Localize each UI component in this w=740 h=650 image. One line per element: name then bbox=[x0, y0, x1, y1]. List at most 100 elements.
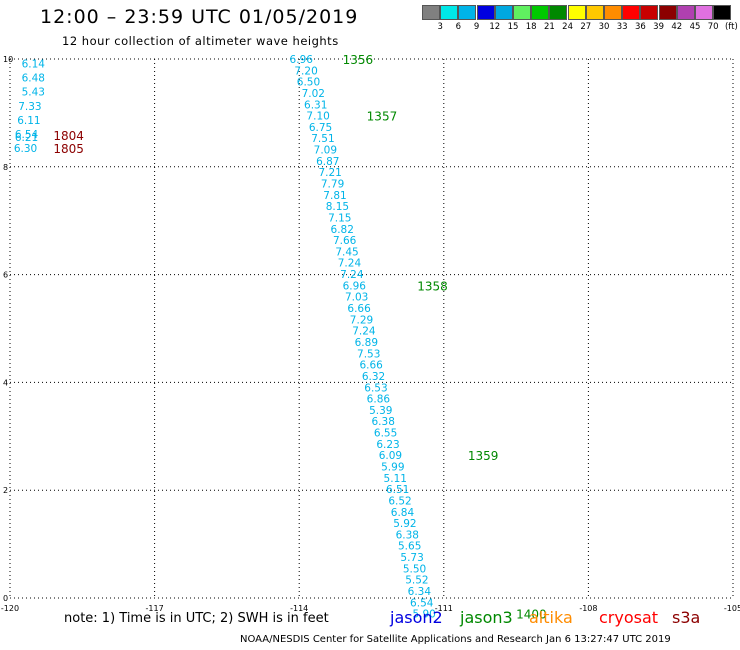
wave-height-value: 6.52 bbox=[388, 495, 411, 507]
wave-height-value: 6.34 bbox=[408, 586, 432, 598]
pass-time-label: 1804 bbox=[53, 129, 84, 143]
wave-height-value: 5.99 bbox=[381, 461, 404, 473]
legend-label: 27 bbox=[580, 22, 592, 32]
pass-time-label: 1359 bbox=[468, 449, 499, 463]
legend-label: 18 bbox=[525, 22, 537, 32]
legend-label: 12 bbox=[489, 22, 501, 32]
wave-height-value: 7.10 bbox=[306, 111, 329, 123]
y-tick-label: 6 bbox=[3, 271, 8, 280]
legend-label: 9 bbox=[473, 22, 480, 32]
wave-height-value: 6.09 bbox=[379, 450, 402, 462]
page-title: 12:00 – 23:59 UTC 01/05/2019 bbox=[40, 6, 359, 28]
wave-height-value: 7.45 bbox=[335, 246, 358, 258]
wave-height-value: 6.87 bbox=[316, 156, 339, 168]
satellite-jason3: jason3 bbox=[460, 608, 513, 627]
wave-height-value: 6.96 bbox=[343, 280, 367, 292]
legend-swatch bbox=[513, 5, 531, 20]
legend-label: 42 bbox=[671, 22, 683, 32]
legend-swatch bbox=[695, 5, 713, 20]
legend-swatch bbox=[640, 5, 659, 20]
wave-height-value: 6.66 bbox=[347, 303, 371, 315]
wave-height-value: 5.92 bbox=[393, 518, 416, 530]
wave-height-value: 5.43 bbox=[22, 86, 45, 98]
wave-height-value: 6.14 bbox=[22, 58, 46, 70]
credit-text: NOAA/NESDIS Center for Satellite Applica… bbox=[240, 634, 671, 645]
legend-label: 39 bbox=[653, 22, 664, 32]
legend-swatch bbox=[494, 5, 513, 20]
wave-height-value: 6.84 bbox=[391, 507, 415, 519]
wave-height-value: 6.96 bbox=[290, 54, 314, 66]
legend-swatch bbox=[476, 5, 495, 20]
legend-label: 6 bbox=[455, 22, 462, 32]
x-tick-label: -117 bbox=[146, 604, 164, 613]
legend-label: 70 bbox=[707, 22, 719, 32]
wave-height-value: 6.55 bbox=[374, 428, 397, 440]
wave-height-value: 5.52 bbox=[405, 575, 428, 587]
legend-label: 30 bbox=[598, 22, 610, 32]
wave-height-value: 5.39 bbox=[369, 405, 392, 417]
wave-height-value: 6.38 bbox=[372, 416, 395, 428]
wave-height-value: 6.75 bbox=[309, 122, 332, 134]
wave-height-value: 6.86 bbox=[367, 394, 391, 406]
wave-height-value: 5.11 bbox=[384, 473, 407, 485]
satellite-altika: altika bbox=[529, 608, 573, 627]
legend-label: 33 bbox=[616, 22, 628, 32]
y-tick-label: 0 bbox=[3, 594, 8, 603]
wave-height-value: 6.54 bbox=[410, 597, 434, 609]
wave-height-value: 7.24 bbox=[340, 269, 364, 281]
wave-height-value: 5.50 bbox=[403, 563, 426, 575]
wave-height-value: 6.30 bbox=[14, 143, 37, 155]
wave-height-value: 7.15 bbox=[328, 212, 351, 224]
wave-height-value: 6.53 bbox=[364, 382, 387, 394]
wave-height-value: 6.31 bbox=[304, 99, 327, 111]
y-tick-label: 8 bbox=[3, 163, 8, 172]
wave-height-value: 7.53 bbox=[357, 348, 380, 360]
legend-swatch bbox=[604, 5, 622, 20]
satellite-s3a: s3a bbox=[672, 608, 701, 627]
satellite-jason2: jason2 bbox=[390, 608, 443, 627]
legend-label: 3 bbox=[437, 22, 443, 32]
legend-swatch bbox=[676, 5, 695, 20]
map-grid bbox=[9, 58, 734, 599]
wave-height-value: 6.54 bbox=[15, 129, 39, 141]
legend-swatch bbox=[622, 5, 641, 20]
legend-label: 21 bbox=[543, 22, 555, 32]
wave-height-tracks: 6.146.485.437.336.116.546.216.306.967.20… bbox=[14, 54, 436, 621]
x-tick-label: -114 bbox=[290, 604, 308, 613]
wave-height-value: 7.03 bbox=[345, 292, 368, 304]
wave-height-value: 8.15 bbox=[326, 201, 349, 213]
x-tick-label: -105 bbox=[724, 604, 740, 613]
legend-label: 24 bbox=[562, 22, 573, 32]
pass-time-label: 1358 bbox=[417, 279, 448, 293]
x-tick-label: -111 bbox=[435, 604, 453, 613]
axis-ticks: -120 -117 -114 -111 -108 -105 0 2 4 6 8 10 bbox=[1, 55, 740, 613]
wave-height-value: 7.09 bbox=[314, 145, 337, 157]
x-tick-label: -108 bbox=[579, 604, 597, 613]
wave-height-value: 5.90 bbox=[412, 609, 435, 621]
wave-height-value: 7.33 bbox=[18, 101, 41, 113]
legend-swatch bbox=[549, 5, 568, 20]
satellite-cryosat: cryosat bbox=[599, 608, 659, 627]
legend-swatch bbox=[658, 5, 677, 20]
wave-height-value: 6.38 bbox=[396, 529, 419, 541]
wave-height-value: 6.48 bbox=[22, 72, 45, 84]
x-tick-label: -120 bbox=[1, 604, 19, 613]
wave-height-value: 7.51 bbox=[311, 133, 334, 145]
legend-swatch bbox=[567, 5, 586, 20]
wave-height-value: 6.32 bbox=[362, 371, 385, 383]
wave-height-value: 7.66 bbox=[333, 235, 357, 247]
legend-swatch bbox=[440, 5, 459, 20]
pass-time-label: 1400 bbox=[516, 608, 547, 622]
wave-height-value: 7.21 bbox=[318, 167, 341, 179]
y-tick-label: 10 bbox=[3, 55, 13, 64]
pass-time-label: 1356 bbox=[343, 53, 374, 67]
wave-height-value: 5.65 bbox=[398, 541, 421, 553]
wave-height-value: 6.21 bbox=[15, 132, 38, 144]
wave-height-value: 6.23 bbox=[376, 439, 399, 451]
legend-swatch bbox=[531, 5, 550, 20]
wave-height-value: 6.11 bbox=[17, 115, 40, 127]
wave-height-value: 6.82 bbox=[331, 224, 354, 236]
page-subtitle: 12 hour collection of altimeter wave hei… bbox=[62, 34, 339, 48]
wave-height-value: 7.20 bbox=[294, 65, 317, 77]
